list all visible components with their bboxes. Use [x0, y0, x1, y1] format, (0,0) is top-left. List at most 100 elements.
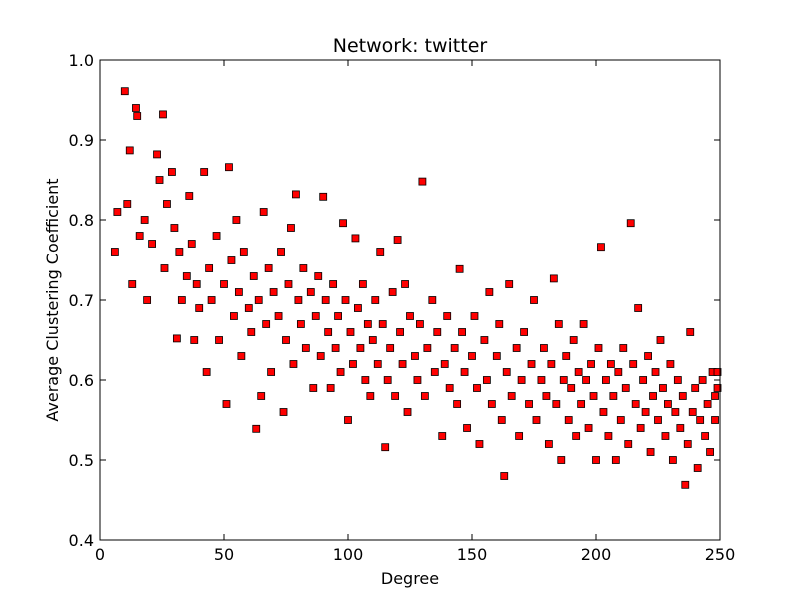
point [311, 312, 320, 320]
point [269, 288, 278, 296]
point [611, 456, 620, 464]
chart-title: Network: twitter [333, 35, 488, 57]
point [361, 376, 370, 384]
x-axis-label: Degree [381, 569, 439, 588]
point [366, 392, 375, 400]
point [693, 464, 702, 472]
point [163, 200, 171, 208]
point [113, 208, 122, 216]
point [227, 256, 236, 264]
point [557, 456, 566, 464]
point [681, 480, 690, 489]
point [401, 280, 409, 288]
point [537, 376, 546, 384]
point [676, 424, 685, 432]
point [554, 320, 563, 328]
point [691, 384, 700, 392]
point [683, 440, 692, 448]
point [316, 352, 325, 360]
point [344, 416, 352, 424]
x-tick-label: 200 [581, 545, 612, 564]
point [621, 384, 630, 392]
point [252, 424, 261, 433]
point [559, 376, 568, 384]
point [175, 248, 184, 256]
point [505, 280, 514, 288]
point [254, 296, 263, 304]
point [319, 192, 328, 201]
point [331, 344, 340, 352]
point [262, 320, 271, 328]
point [711, 416, 719, 424]
point [634, 304, 643, 312]
point [671, 408, 680, 416]
point [574, 368, 583, 376]
point [202, 368, 211, 376]
point [418, 177, 427, 186]
point [646, 448, 655, 456]
point [383, 376, 392, 384]
point [368, 336, 377, 344]
point [376, 248, 385, 256]
point [698, 376, 707, 384]
point [195, 304, 204, 312]
point [346, 328, 355, 336]
point [500, 472, 509, 480]
point [292, 190, 300, 199]
point [413, 376, 422, 384]
point [309, 384, 318, 392]
point [296, 320, 305, 328]
point [673, 376, 682, 384]
point [190, 336, 199, 344]
point [629, 360, 638, 368]
point [128, 280, 137, 288]
point [133, 112, 142, 120]
point [358, 280, 367, 288]
point [153, 150, 161, 159]
point [520, 328, 528, 336]
point [564, 416, 573, 424]
point [515, 432, 524, 440]
point [584, 424, 593, 432]
point [170, 224, 179, 232]
point [393, 236, 402, 244]
point [125, 146, 134, 155]
point [230, 312, 238, 320]
point [160, 264, 169, 272]
point [502, 368, 511, 376]
point [664, 400, 672, 408]
point [294, 296, 303, 304]
y-tick-label: 0.8 [69, 211, 94, 230]
point [120, 87, 129, 96]
point [306, 288, 315, 296]
point [274, 312, 283, 320]
point [135, 232, 144, 240]
point [440, 360, 449, 368]
point [378, 320, 387, 328]
point [259, 208, 268, 216]
point [659, 384, 667, 392]
point [706, 448, 714, 456]
point [301, 344, 310, 352]
point [597, 243, 605, 252]
point [594, 344, 603, 352]
point [540, 344, 548, 352]
y-tick-label: 1.0 [69, 51, 94, 70]
point [249, 272, 258, 280]
point [455, 264, 464, 273]
point [614, 368, 623, 376]
point [341, 296, 350, 304]
x-tick-label: 250 [705, 545, 736, 564]
point [279, 408, 288, 416]
point [470, 312, 479, 320]
point [406, 312, 414, 320]
point [532, 416, 541, 424]
x-tick-label: 150 [457, 545, 488, 564]
point [334, 312, 342, 320]
point [237, 352, 246, 360]
y-axis-label: Average Clustering Coefficient [43, 178, 62, 421]
point [602, 376, 610, 384]
point [200, 168, 209, 176]
